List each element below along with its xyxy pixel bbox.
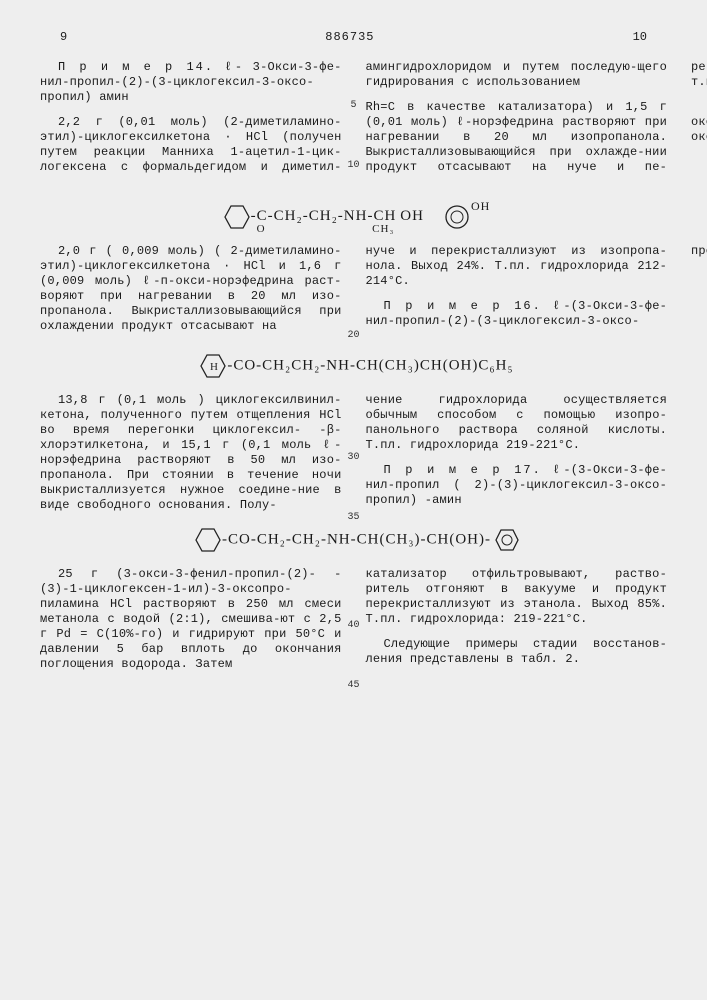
cyclohexyl-icon [217,202,251,232]
para-15-left: 2,0 г ( 0,009 моль) ( 2-диметиламино-эти… [40,244,342,334]
para-17-right-a: катализатор отфильтровывают, раство-рите… [366,567,668,627]
para-17-left: 25 г (3-окси-3-фенил-пропил-(2)- -(3)-1-… [40,567,342,672]
formula-1-o: O [257,222,266,237]
example-label: П р и м е р 16. [384,299,542,313]
example-label: П р и м е р 17. [384,463,542,477]
para-16-right-a: чение гидрохлорида осуществляется обычны… [366,393,668,453]
margin-35: 35 [347,512,359,523]
margin-20: 20 [347,330,359,341]
margin-40: 40 [347,620,359,631]
text-block-2: 2,0 г ( 0,009 моль) ( 2-диметиламино-эти… [40,244,667,339]
col-right-num: 10 [633,30,647,44]
formula-3: -CO-CH₂-CH₂-NH-CH(CH₃)-CH(OH)- [40,525,667,555]
cyclohexyl-icon [188,525,222,555]
formula-3-main: -CO-CH₂-CH₂-NH-CH(CH₃)-CH(OH)- [222,531,491,547]
cyclohexyl-icon: H [193,351,227,381]
example-17-title: П р и м е р 17. ℓ-(3-Окси-3-фе-нил-пропи… [366,463,668,508]
formula-2-main: -CO-CH₂CH₂-NH-CH(CH₃)CH(OH)C₆H₅ [227,357,513,373]
formula-1-oh: OH [400,208,424,224]
page-header: 9 886735 10 [40,30,667,44]
example-15-name: ℓ-(3-Окси-3-(4-оксифенил)-пропил-(2)-(3-… [691,100,707,144]
formula-2-h: H [210,361,219,373]
example-14-title: П р и м е р 14. ℓ- 3-Окси-3-фе-нил-пропи… [40,60,342,105]
margin-10: 10 [347,160,359,171]
para-15-right-a: нуче и перекристаллизуют из изопропа-нол… [366,244,668,289]
page: 9 886735 10 5 10 20 30 35 40 45 П р и м … [0,0,707,1000]
example-15-title: П р и м е р 15. ℓ-(3-Окси-3-(4-оксифенил… [691,100,707,145]
para-17-right-b: Следующие примеры стадии восстанов-ления… [366,637,668,667]
formula-1-ch3: CH₃ [372,222,394,237]
formula-2: H -CO-CH₂CH₂-NH-CH(CH₃)CH(OH)C₆H₅ [40,351,667,381]
formula-1: -C-CH₂-CH₂-NH-CH O CH₃ OH OH [40,202,667,232]
patent-number: 886735 [67,30,632,44]
col-left-num: 9 [60,30,67,44]
example-label: П р и м е р 14. [58,60,214,74]
phenyl-icon [491,526,519,554]
margin-45: 45 [347,680,359,691]
formula-1-phen-oh: OH [471,199,490,213]
margin-30: 30 [347,452,359,463]
para-16-left: 13,8 г (0,1 моль ) циклогексилвинил-кето… [40,393,342,513]
phenyl-icon [443,203,471,231]
margin-5: 5 [350,100,356,111]
